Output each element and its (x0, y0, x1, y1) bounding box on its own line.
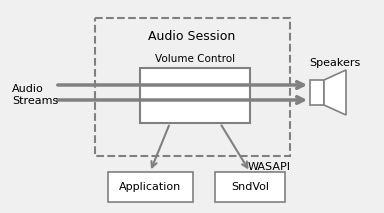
Text: Audio
Streams: Audio Streams (12, 84, 58, 106)
FancyBboxPatch shape (140, 68, 250, 123)
Text: Speakers: Speakers (310, 58, 361, 68)
FancyBboxPatch shape (108, 172, 193, 202)
Text: Volume Control: Volume Control (155, 54, 235, 64)
Text: Application: Application (119, 182, 182, 192)
FancyBboxPatch shape (215, 172, 285, 202)
Polygon shape (324, 70, 346, 115)
FancyBboxPatch shape (310, 80, 324, 105)
Text: WASAPI: WASAPI (248, 162, 291, 172)
Text: SndVol: SndVol (231, 182, 269, 192)
Text: Audio Session: Audio Session (148, 30, 236, 43)
